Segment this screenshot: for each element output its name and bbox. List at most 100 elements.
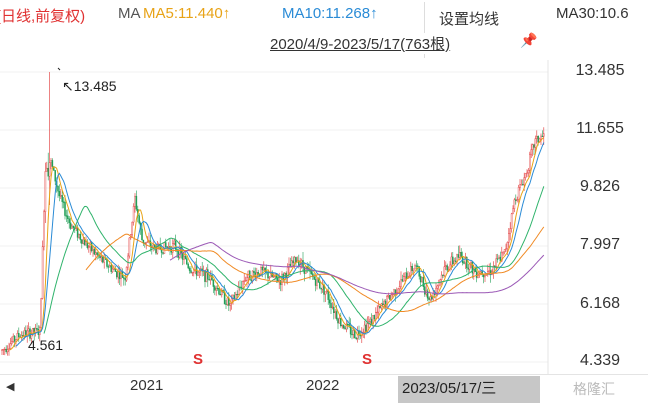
candle-body [229, 303, 231, 306]
sell-marker-icon[interactable]: S [193, 351, 204, 368]
candle-body [36, 328, 38, 330]
ma-settings-title[interactable]: 设置均线 [439, 11, 500, 28]
candle-body [90, 242, 93, 252]
candle-body [417, 265, 419, 267]
candle-body [264, 267, 266, 272]
candle-body [2, 349, 5, 351]
candle-body [534, 138, 537, 148]
ma60-line [85, 226, 545, 312]
candle-body [464, 257, 467, 264]
pin-icon[interactable]: 📌 [520, 32, 538, 48]
candle-body [531, 144, 534, 150]
candle-body [303, 266, 306, 274]
candle-body [404, 272, 406, 277]
ma10-line [15, 142, 545, 347]
candle-body [165, 242, 167, 247]
candle-body [58, 191, 61, 197]
candle-body [11, 341, 13, 344]
candle-body [99, 255, 101, 259]
candle-body [510, 213, 513, 229]
candle-body [106, 259, 108, 267]
candle-body [50, 160, 52, 163]
high-value: 13.485 [73, 78, 117, 94]
scroll-left-icon[interactable]: ◀ [6, 381, 15, 393]
candle-body [526, 172, 528, 174]
candle-body [540, 135, 542, 140]
sell-marker-icon[interactable]: S [362, 351, 373, 368]
candle-body [529, 153, 531, 171]
candle-body [513, 199, 516, 210]
candle-body [333, 306, 335, 314]
candle-body [120, 271, 122, 280]
candle-body [400, 279, 402, 287]
candle-body [316, 277, 318, 286]
candle-body [405, 272, 408, 279]
candle-body [79, 234, 82, 240]
candle-body [317, 277, 320, 283]
y-tick-label: 4.339 [579, 352, 621, 369]
kline-type-label[interactable]: (日线,前复权) [0, 8, 86, 25]
candle-body [209, 275, 212, 281]
candle-body [221, 289, 223, 296]
candle-body [279, 280, 282, 285]
candle-body [470, 262, 472, 264]
candle-body [82, 239, 84, 244]
candle-body [1, 349, 3, 351]
candle-body [263, 267, 265, 271]
candle-body [443, 266, 446, 276]
candle-body [100, 256, 103, 259]
date-range-label[interactable]: 2020/4/9-2023/5/17(763根) [270, 33, 453, 54]
candle-body [377, 306, 380, 313]
candle-body [536, 135, 538, 139]
candle-body [440, 274, 443, 280]
candle-body [173, 240, 175, 244]
high-pointer [57, 67, 61, 71]
candle-body [250, 279, 252, 282]
candle-body [533, 144, 535, 148]
candle-body [522, 184, 524, 186]
candle-body [128, 237, 131, 257]
candle-body [338, 318, 341, 324]
candle-body [452, 256, 454, 265]
candle-body [450, 256, 453, 266]
candle-body [453, 260, 455, 265]
candle-body [473, 268, 475, 274]
candle-body [512, 208, 514, 215]
candle-body [62, 201, 65, 203]
candle-body [12, 335, 14, 342]
watermark-text: 格隆汇 [573, 381, 615, 397]
candle-body [5, 348, 7, 353]
candle-body [81, 239, 83, 244]
candle-body [321, 284, 324, 290]
candle-body [174, 240, 177, 250]
candle-body [331, 306, 334, 309]
candle-series [1, 72, 545, 356]
candle-body [85, 241, 87, 246]
candle-body [373, 315, 376, 320]
candle-body [505, 248, 507, 250]
candle-body [330, 302, 332, 308]
candle-body [204, 270, 206, 282]
high-annotation: ↖13.485 [62, 78, 117, 94]
candle-body [215, 288, 217, 291]
candle-body [293, 257, 296, 264]
ma30-value: MA30:10.6 [556, 5, 629, 22]
candle-body [207, 269, 209, 280]
low-annotation: 4.561 [28, 337, 63, 353]
crosshair-date-box: 2023/05/17/三 [398, 376, 540, 403]
candle-body [328, 299, 331, 304]
candle-body [135, 195, 138, 210]
candle-body [541, 135, 544, 138]
candle-body [305, 266, 307, 274]
candle-body [421, 277, 423, 283]
candle-body [88, 246, 90, 248]
candle-body [289, 263, 292, 268]
candle-body [527, 170, 530, 174]
candle-body [6, 349, 9, 353]
candle-body [13, 335, 16, 342]
candle-body [57, 185, 59, 192]
candle-body [340, 318, 342, 327]
candle-body [370, 318, 373, 325]
candle-body [412, 268, 415, 272]
